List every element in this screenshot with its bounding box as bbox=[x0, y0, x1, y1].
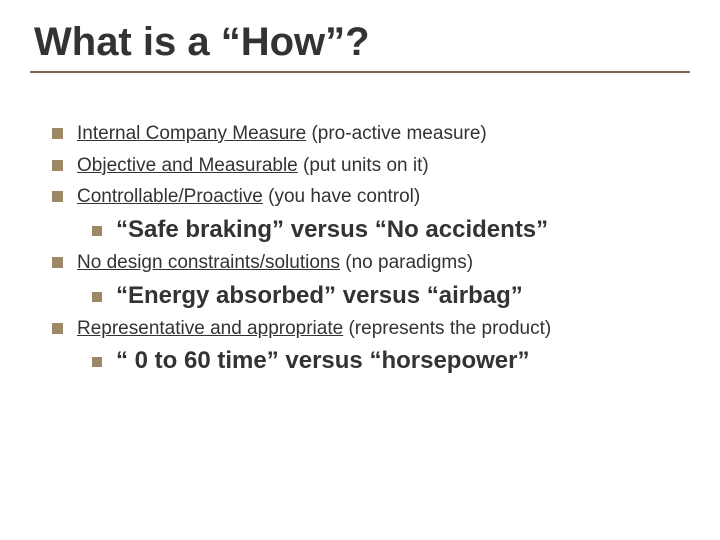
underlined-term: No design constraints/solutions bbox=[77, 252, 340, 273]
underlined-term: Objective and Measurable bbox=[77, 155, 298, 176]
title-underline bbox=[30, 71, 690, 73]
sub-list-item: “Energy absorbed” versus “airbag” bbox=[92, 282, 690, 310]
square-bullet-icon bbox=[52, 191, 63, 202]
sub-item-text: “Safe braking” versus “No accidents” bbox=[116, 216, 548, 244]
underlined-term: Representative and appropriate bbox=[77, 318, 343, 339]
list-item: No design constraints/solutions (no para… bbox=[52, 250, 690, 276]
list-item: Objective and Measurable (put units on i… bbox=[52, 153, 690, 179]
item-rest: (you have control) bbox=[263, 186, 420, 207]
sub-item-text: “ 0 to 60 time” versus “horsepower” bbox=[116, 347, 529, 375]
list-item: Internal Company Measure (pro-active mea… bbox=[52, 121, 690, 147]
underlined-term: Internal Company Measure bbox=[77, 123, 306, 144]
item-rest: (represents the product) bbox=[343, 318, 551, 339]
list-item-text: Controllable/Proactive (you have control… bbox=[77, 184, 420, 210]
square-bullet-icon bbox=[52, 257, 63, 268]
square-bullet-icon bbox=[92, 357, 102, 367]
item-rest: (no paradigms) bbox=[340, 252, 473, 273]
square-bullet-icon bbox=[92, 292, 102, 302]
square-bullet-icon bbox=[52, 160, 63, 171]
square-bullet-icon bbox=[52, 128, 63, 139]
square-bullet-icon bbox=[52, 323, 63, 334]
item-rest: (put units on it) bbox=[298, 155, 429, 176]
sub-list-item: “Safe braking” versus “No accidents” bbox=[92, 216, 690, 244]
list-item-text: Objective and Measurable (put units on i… bbox=[77, 153, 429, 179]
sub-list-item: “ 0 to 60 time” versus “horsepower” bbox=[92, 347, 690, 375]
square-bullet-icon bbox=[92, 226, 102, 236]
slide-title: What is a “How”? bbox=[30, 20, 690, 65]
list-item-text: Representative and appropriate (represen… bbox=[77, 316, 551, 342]
list-item-text: No design constraints/solutions (no para… bbox=[77, 250, 473, 276]
list-item: Controllable/Proactive (you have control… bbox=[52, 184, 690, 210]
list-item-text: Internal Company Measure (pro-active mea… bbox=[77, 121, 487, 147]
content-area: Internal Company Measure (pro-active mea… bbox=[30, 121, 690, 375]
list-item: Representative and appropriate (represen… bbox=[52, 316, 690, 342]
item-rest: (pro-active measure) bbox=[306, 123, 487, 144]
slide: What is a “How”? Internal Company Measur… bbox=[0, 0, 720, 540]
sub-item-text: “Energy absorbed” versus “airbag” bbox=[116, 282, 523, 310]
underlined-term: Controllable/Proactive bbox=[77, 186, 263, 207]
